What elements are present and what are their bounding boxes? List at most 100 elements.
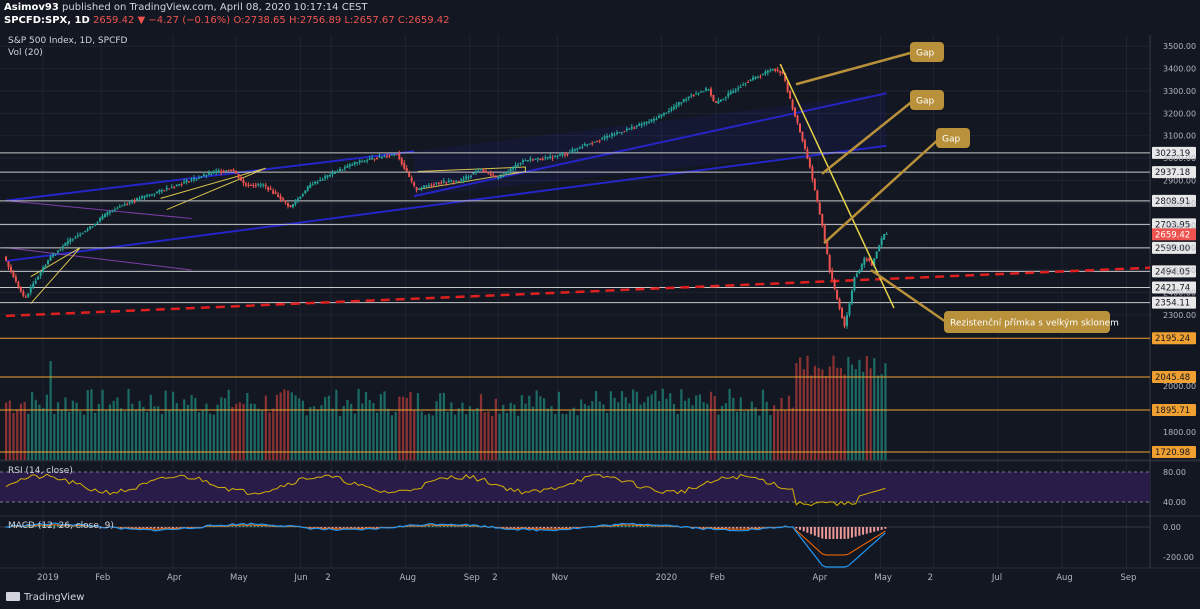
candle-body (47, 260, 50, 265)
volume-bar (175, 403, 178, 460)
candle-body (685, 99, 688, 101)
volume-bar (658, 401, 661, 460)
candle-body (618, 132, 621, 134)
macd-histogram-bar (691, 527, 694, 528)
volume-bar (435, 401, 438, 460)
candle-body (254, 184, 257, 186)
pattern-triangle (417, 166, 526, 190)
tradingview-logo[interactable]: TradingView (6, 592, 84, 603)
symbol-info: SPCFD:SPX, 1D 2659.42 ▼ −4.27 (−0.16%) O… (4, 15, 450, 26)
macd-histogram-bar (364, 527, 367, 528)
macd-axis-tick: -200.00 (1163, 553, 1194, 562)
candle-body (521, 160, 524, 163)
candle-body (269, 188, 272, 190)
macd-histogram-bar (431, 525, 434, 527)
candle-body (170, 187, 173, 189)
macd-histogram-bar (528, 527, 531, 529)
candle-body (640, 124, 643, 126)
candle-body (148, 194, 151, 196)
volume-bar (587, 405, 590, 460)
candle-body (724, 97, 727, 99)
macd-histogram-bar (131, 527, 134, 528)
macd-histogram-bar (724, 527, 727, 529)
macd-histogram-bar (461, 526, 464, 527)
candle-body (230, 169, 233, 171)
candle-body (766, 70, 769, 73)
candle-body (606, 136, 609, 138)
candle-body (363, 160, 366, 162)
candle-body (136, 198, 139, 201)
macd-histogram-bar (353, 527, 356, 528)
price-label-box (1152, 446, 1196, 458)
volume-bar (160, 413, 164, 460)
volume-bar (665, 398, 668, 460)
candle-body (682, 99, 685, 102)
volume-bar (242, 403, 245, 460)
candle-body (583, 144, 586, 146)
volume-bar (205, 403, 208, 460)
candle-body (556, 155, 559, 157)
candle-body (517, 165, 520, 167)
volume-bar (468, 406, 471, 460)
volume-bar (82, 414, 86, 460)
time-axis-tick: Apr (167, 573, 182, 583)
macd-histogram-bar (858, 527, 861, 536)
macd-histogram-bar (824, 527, 827, 539)
candle-body (185, 180, 188, 183)
volume-bar (542, 398, 546, 460)
volume-bar (702, 402, 705, 460)
macd-signal-line (6, 524, 886, 556)
volume-bar (754, 407, 757, 460)
candle-body (244, 183, 247, 186)
macd-histogram-bar (134, 527, 137, 528)
price-level-label: 2421.74 (1155, 284, 1190, 294)
macd-histogram-bar (865, 527, 868, 534)
candle-body (514, 165, 517, 168)
volume-bar (505, 413, 509, 460)
macd-histogram-bar (205, 526, 208, 527)
candle-body (274, 192, 277, 194)
candle-body (108, 211, 111, 213)
macd-histogram-bar (424, 526, 427, 527)
volume-bar (138, 400, 141, 460)
volume-bar (606, 412, 609, 460)
volume-bar (747, 410, 750, 460)
candle-body (492, 174, 495, 176)
volume-bar (153, 406, 156, 460)
volume-bar (238, 402, 241, 460)
candle-body (630, 126, 633, 129)
volume-bar (721, 405, 724, 460)
volume-bar (817, 367, 820, 460)
candle-body (395, 154, 398, 156)
price-axis-tick: 2600.00 (1163, 244, 1196, 253)
annotation-text: Gap (916, 97, 934, 107)
volume-bar (784, 409, 787, 460)
candle-body (49, 256, 52, 261)
candle-body (739, 86, 742, 88)
macd-histogram-bar (620, 525, 623, 527)
candle-body (183, 181, 186, 184)
volume-bar (34, 399, 37, 460)
volume-bar (45, 394, 49, 460)
macd-histogram-bar (309, 527, 312, 528)
volume-bar (795, 362, 798, 460)
author-name[interactable]: Asimov93 (4, 2, 59, 13)
candle-body (44, 265, 47, 269)
volume-bar (442, 392, 446, 460)
macd-histogram-bar (735, 527, 738, 529)
macd-histogram-bar (709, 527, 712, 528)
candle-body (272, 190, 275, 194)
candle-body (742, 84, 745, 86)
candle-body (358, 160, 361, 163)
candle-body (143, 195, 146, 198)
volume-bar (134, 409, 138, 460)
macd-histogram-bar (249, 525, 252, 527)
volume-bar (86, 390, 89, 460)
candle-body (366, 160, 369, 162)
volume-axis-tick: 1800.00 (1163, 428, 1196, 437)
candle-body (348, 164, 351, 167)
candle-body (385, 156, 388, 158)
volume-bar (695, 395, 698, 460)
candle-body (729, 91, 732, 95)
